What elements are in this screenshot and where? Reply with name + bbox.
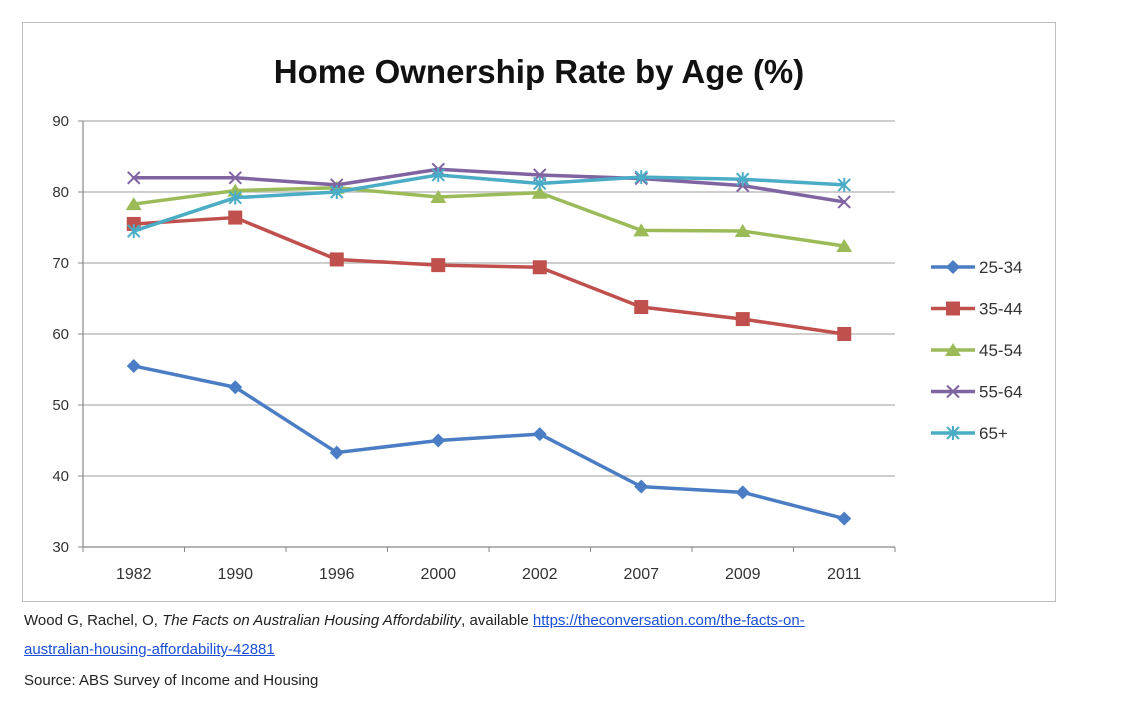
data-point-25-34-2002 [532,427,547,442]
series-line-45-54 [132,185,846,248]
citation-link-continued[interactable]: australian-housing-affordability-42881 [24,641,275,658]
data-point-45-54-1982 [125,197,142,211]
chart-title: Home Ownership Rate by Age (%) [274,53,805,90]
data-point-65+-1982 [127,224,141,239]
data-point-25-34-2000 [431,433,446,448]
data-point-25-34-2007 [634,479,649,494]
data-point-25-34-1990 [228,380,243,395]
citation-source: Source: ABS Survey of Income and Housing [24,672,319,689]
legend-marker-35-44 [946,301,960,316]
data-point-35-44-1990 [228,210,243,225]
chart-frame: Home Ownership Rate by Age (%) 30 40 50 60 7… [22,22,1056,602]
data-point-35-44-2002 [532,260,547,275]
data-point-55-64-1982 [127,171,141,185]
series-line-65+ [132,173,846,233]
data-point-25-34-2011 [837,511,852,526]
grid [83,120,895,477]
data-point-25-34-1996 [329,445,344,460]
data-point-35-44-1996 [329,252,344,267]
data-point-35-44-2011 [837,327,852,341]
legend-label-25-34: 25-34 [979,258,1022,277]
legend-label-55-64: 55-64 [979,383,1022,402]
data-point-65+-2009 [736,172,750,187]
data-point-35-44-2000 [431,258,446,273]
citation-line-1: Wood G, Rachel, O, The Facts on Australi… [24,611,805,631]
data-point-45-54-2000 [430,189,447,203]
legend-marker-55-64 [946,384,960,399]
x-tick-label: 2011 [827,566,862,583]
x-tick-label: 2009 [725,566,761,583]
y-tick-label: 80 [52,184,69,201]
x-tick-label: 2000 [420,566,456,583]
series-line-55-64 [132,167,846,204]
citation-work-title: The Facts on Australian Housing Affordab… [162,612,462,629]
citation-link[interactable]: https://theconversation.com/the-facts-on… [532,612,805,629]
data-point-35-44-2009 [735,312,750,327]
data-point-65+-1996 [330,185,344,199]
x-tick-label: 2002 [522,566,558,583]
data-point-65+-2002 [533,176,547,191]
data-point-45-54-2007 [633,223,650,237]
legend-label-45-54: 45-54 [979,341,1022,360]
data-point-65+-2007 [634,170,648,185]
data-point-35-44-2007 [634,300,649,315]
x-tick-label: 1990 [217,566,253,583]
data-point-65+-1990 [228,190,242,205]
y-tick-label: 90 [52,113,69,130]
citation-line-2: australian-housing-affordability-42881 [24,640,275,660]
data-point-65+-2000 [431,167,445,182]
line-chart: Home Ownership Rate by Age (%) 30 40 50 60 7… [52,53,1022,583]
series-line-35-44 [132,215,846,336]
y-tick-label: 70 [52,255,69,272]
legend-label-35-44: 35-44 [979,300,1022,319]
citation-authors: Wood G, Rachel, O, [24,612,158,629]
data-point-25-34-2009 [735,485,750,500]
y-tick-label: 60 [52,326,69,343]
data-point-55-64-2011 [837,195,851,209]
x-tick-label: 2007 [623,566,659,583]
citation-available: , available [461,612,529,629]
data-point-45-54-2011 [836,238,853,252]
legend: 25-34 35-44 45-54 55-64 65+ [931,258,1022,443]
y-tick-label: 30 [52,539,69,556]
y-tick-label: 40 [52,468,69,485]
series [125,162,853,526]
legend-marker-45-54 [945,343,961,356]
legend-marker-25-34 [946,260,960,274]
data-point-55-64-1990 [228,171,242,185]
x-tick-label: 1996 [319,566,355,583]
series-line-25-34 [132,364,846,521]
data-point-25-34-1982 [126,358,141,373]
data-point-45-54-2002 [531,185,548,199]
data-point-45-54-2009 [734,224,751,238]
axes: 30 40 50 60 70 80 90 1982 1990 1996 2000 2002 2007 20… [52,113,896,583]
y-tick-label: 50 [52,397,69,414]
legend-label-65+: 65+ [979,424,1008,443]
data-point-65+-2011 [837,177,851,192]
legend-marker-65+ [946,426,960,440]
x-tick-label: 1982 [116,566,152,583]
